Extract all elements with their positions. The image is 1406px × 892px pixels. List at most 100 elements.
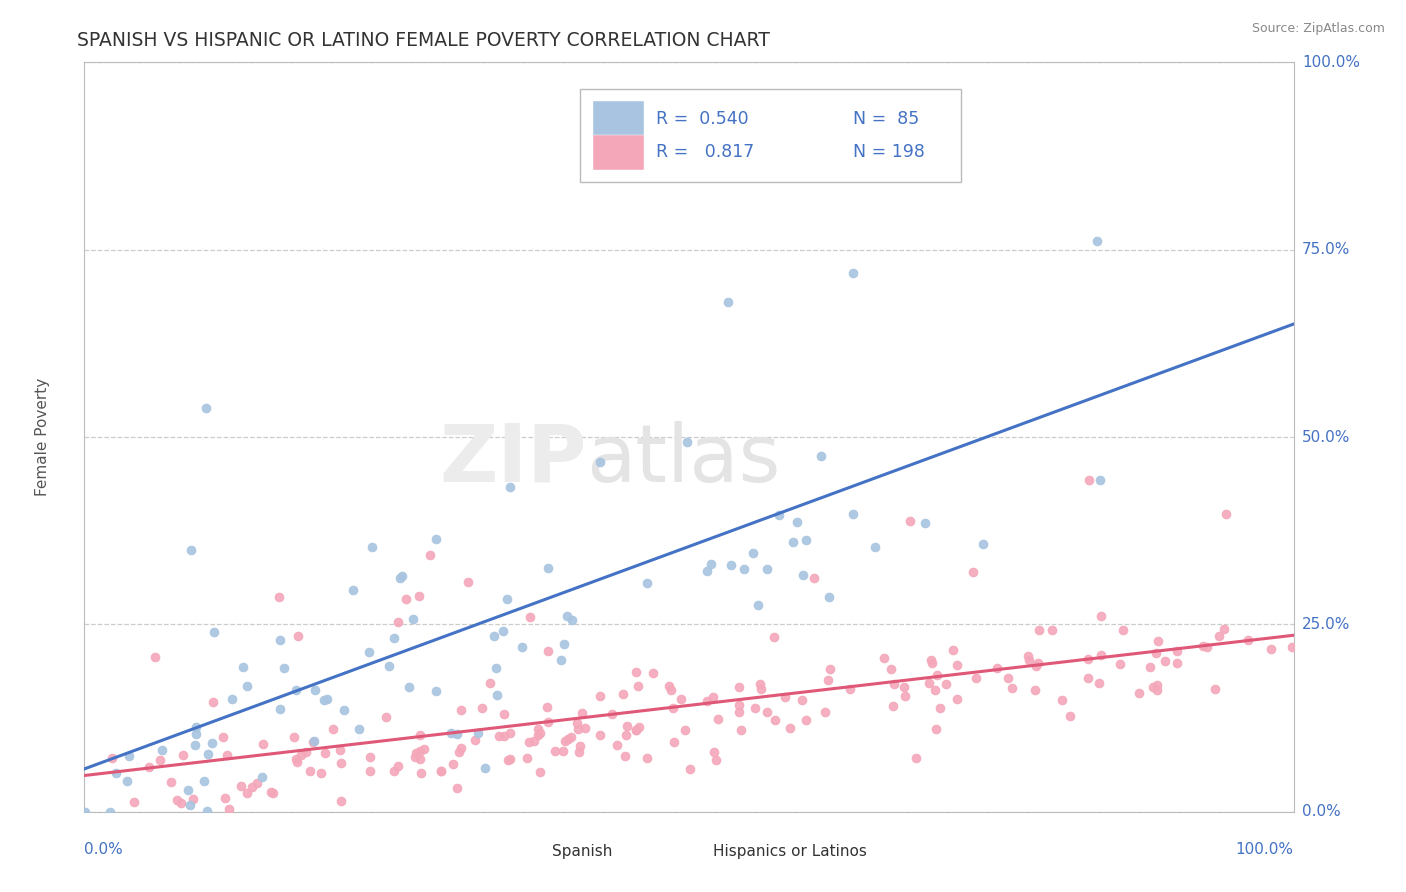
Point [839,682,862,697]
Point [873,650,896,665]
Point [748,677,770,691]
Point [101,751,124,765]
Point [614,748,637,763]
Point [917,676,939,690]
Point [284,683,307,698]
Point [762,630,785,644]
Point [285,755,308,769]
Point [496,753,519,767]
Point [398,681,420,695]
Point [1166,656,1188,670]
Point [404,749,426,764]
Text: R =  0.540: R = 0.540 [657,110,749,128]
Point [527,722,550,736]
Point [218,802,240,816]
Point [537,714,560,729]
Point [450,703,472,717]
Point [571,706,593,720]
Point [1090,473,1112,487]
Point [441,756,464,771]
Point [193,773,215,788]
Point [699,557,721,571]
Text: 75.0%: 75.0% [1302,243,1350,257]
Point [626,723,648,737]
Text: 0.0%: 0.0% [1302,805,1340,819]
Point [707,712,730,726]
Point [924,683,946,698]
Point [322,722,344,736]
Text: 100.0%: 100.0% [1302,55,1360,70]
Point [73,805,96,819]
Point [211,730,233,744]
Point [1018,653,1040,667]
Point [696,565,718,579]
Point [1139,659,1161,673]
Point [962,565,984,579]
Point [536,643,558,657]
Point [744,701,766,715]
Point [1090,648,1112,662]
Point [1142,680,1164,694]
Point [920,653,942,667]
Point [360,540,382,554]
Point [1085,234,1108,248]
Point [1147,633,1170,648]
Point [499,725,522,739]
Point [880,662,903,676]
Point [413,742,436,756]
Text: N = 198: N = 198 [853,144,925,161]
Point [316,691,339,706]
Text: R =   0.817: R = 0.817 [657,144,755,161]
Point [269,632,291,647]
Point [143,650,166,665]
Point [457,575,479,590]
Point [290,748,312,763]
Point [1208,629,1230,643]
Point [232,660,254,674]
Point [450,740,472,755]
Point [479,676,502,690]
Point [201,735,224,749]
Point [499,480,522,494]
Point [741,546,763,560]
Text: 0.0%: 0.0% [84,842,124,857]
Point [588,728,610,742]
Point [794,713,817,727]
Text: atlas: atlas [586,420,780,499]
Point [464,733,486,747]
Point [1215,507,1237,521]
Point [419,548,441,562]
Point [1281,640,1303,654]
Point [662,700,685,714]
FancyBboxPatch shape [512,842,541,863]
Point [779,721,801,735]
Point [673,723,696,738]
Point [624,723,647,738]
Point [446,726,468,740]
Point [537,561,560,575]
Point [295,745,318,759]
Point [628,720,651,734]
Point [273,661,295,675]
Point [523,734,546,748]
Point [1052,692,1074,706]
Point [485,661,508,675]
Point [269,701,291,715]
FancyBboxPatch shape [593,135,644,169]
Point [284,752,307,766]
Point [387,615,409,629]
Point [172,747,194,762]
Point [1128,686,1150,700]
Point [474,761,496,775]
Point [702,690,724,704]
Point [551,744,574,758]
Point [425,532,447,546]
Text: Source: ZipAtlas.com: Source: ZipAtlas.com [1251,22,1385,36]
Point [471,701,494,715]
Point [555,609,578,624]
Point [636,576,658,591]
Point [517,735,540,749]
Point [184,727,207,741]
Point [568,745,591,759]
FancyBboxPatch shape [673,842,702,863]
